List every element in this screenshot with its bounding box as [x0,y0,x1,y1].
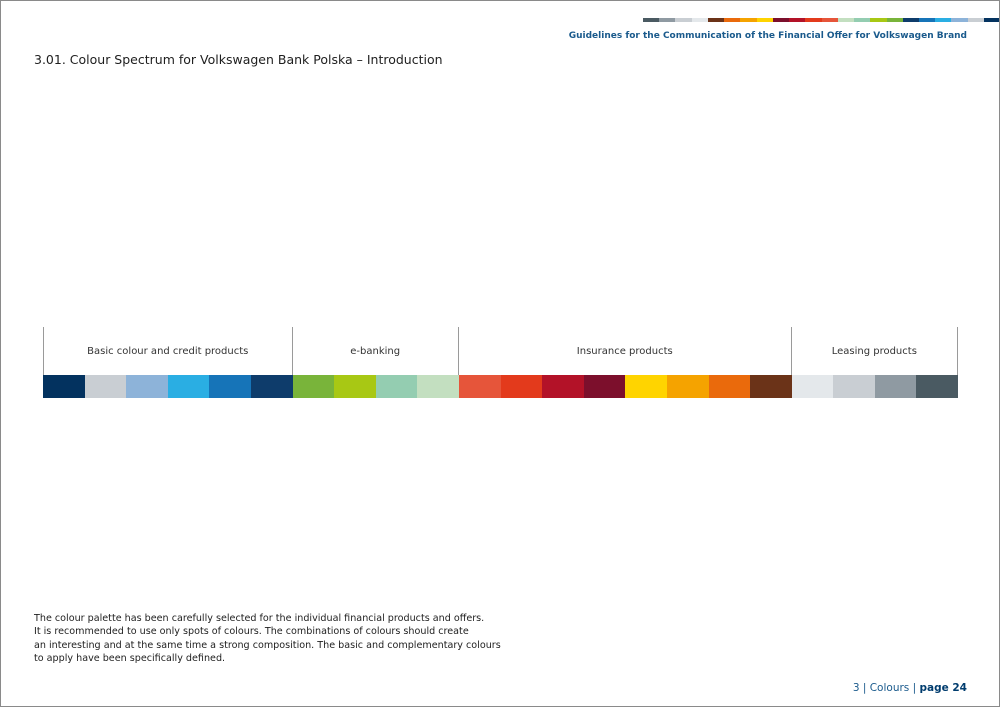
footer-section: 3 | Colours | [852,682,917,694]
spectrum-group-label: e-banking [293,327,459,375]
colour-swatch [375,375,418,398]
colour-swatch [874,375,917,398]
spectrum-group-label: Insurance products [459,327,792,375]
stripe-segment [756,18,773,22]
footer-page-number: page 24 [919,682,967,694]
spectrum-swatches [43,375,959,398]
colour-swatch [250,375,293,398]
colour-swatch [417,375,459,398]
body-paragraph: The colour palette has been carefully se… [34,612,504,666]
stripe-segment [789,18,806,22]
stripe-segment [918,18,936,22]
body-line: an interesting and at the same time a st… [34,639,501,651]
stripe-segment [643,18,660,22]
stripe-segment [772,18,790,22]
stripe-segment [935,18,952,22]
stripe-segment [951,18,968,22]
stripe-segment [740,18,757,22]
colour-swatch [666,375,709,398]
colour-swatch [916,375,959,398]
spectrum-group-labels: Basic colour and credit products e-bankin… [43,327,958,375]
stripe-segment [805,18,822,22]
colour-swatch [458,375,501,398]
body-line: It is recommended to use only spots of c… [34,626,469,638]
stripe-segment [707,18,725,22]
page-footer: 3 | Colours | page 24 [853,682,967,694]
document-header-title: Guidelines for the Communication of the … [568,31,967,41]
colour-swatch [167,375,210,398]
colour-swatch [625,375,667,398]
stripe-segment [659,18,676,22]
colour-swatch [292,375,335,398]
stripe-segment [870,18,887,22]
spectrum-group-label: Leasing products [792,327,958,375]
colour-swatch [750,375,792,398]
page-title: 3.01. Colour Spectrum for Volkswagen Ban… [34,52,443,67]
stripe-segment [854,18,871,22]
body-line: to apply have been specifically defined. [34,653,226,665]
stripe-segment [724,18,741,22]
header-colour-stripe [643,18,999,22]
colour-swatch [791,375,834,398]
stripe-segment [967,18,984,22]
stripe-segment [675,18,692,22]
stripe-segment [837,18,855,22]
colour-spectrum: Basic colour and credit products e-bankin… [43,327,959,399]
colour-swatch [209,375,251,398]
colour-swatch [334,375,376,398]
body-line: The colour palette has been carefully se… [34,613,485,624]
stripe-segment [902,18,919,22]
colour-swatch [583,375,626,398]
spectrum-group-label: Basic colour and credit products [43,327,293,375]
stripe-segment [691,18,708,22]
stripe-segment [886,18,903,22]
stripe-segment [983,18,999,22]
colour-swatch [500,375,543,398]
colour-swatch [84,375,127,398]
colour-swatch [43,375,85,398]
colour-swatch [833,375,875,398]
colour-swatch [126,375,168,398]
stripe-segment [821,18,838,22]
colour-swatch [542,375,584,398]
colour-swatch [708,375,751,398]
